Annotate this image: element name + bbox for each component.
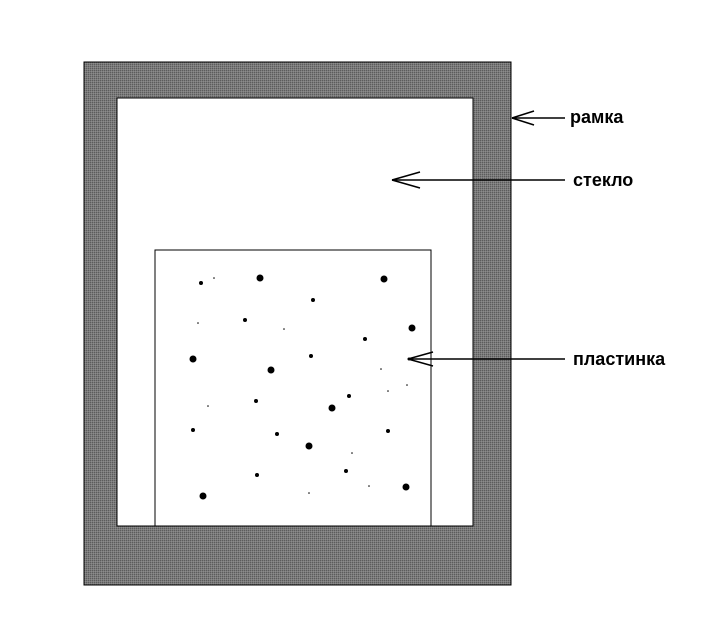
plate-dot <box>380 275 388 283</box>
plate-dot <box>311 298 315 302</box>
plate-dot <box>207 405 209 407</box>
plate-dot <box>267 366 275 374</box>
plate-dot <box>344 469 348 473</box>
plate-dot <box>363 337 367 341</box>
plate <box>154 249 432 527</box>
plate-dot <box>256 274 264 282</box>
plate-dot <box>386 429 390 433</box>
plate-dot <box>305 442 313 450</box>
plate-dot <box>408 324 416 332</box>
plate-dot <box>406 384 408 386</box>
plate-dot <box>213 277 215 279</box>
frame-label: рамка <box>570 107 624 127</box>
plate-dot <box>243 318 247 322</box>
plate-dot <box>191 428 195 432</box>
plate-dot <box>255 473 259 477</box>
plate-dot <box>197 322 199 324</box>
plate-dot <box>402 483 410 491</box>
plate-dot <box>387 390 389 392</box>
plate-dot <box>199 492 207 500</box>
plate-dot <box>351 452 353 454</box>
glass-arrow <box>391 171 565 189</box>
plate-dot <box>275 432 279 436</box>
plate-dot <box>199 281 203 285</box>
plate-dot <box>283 328 285 330</box>
plate-dot <box>380 368 382 370</box>
plate-dot <box>368 485 370 487</box>
plate-label: пластинка <box>573 349 666 369</box>
plate-dot <box>308 492 310 494</box>
plate-dot <box>189 355 197 363</box>
plate-dot <box>347 394 351 398</box>
plate-arrow <box>407 351 565 367</box>
plate-dot <box>328 404 336 412</box>
frame-arrow <box>511 110 565 126</box>
plate-dots <box>189 274 416 500</box>
plate-dot <box>254 399 258 403</box>
glass-label: стекло <box>573 170 633 190</box>
plate-dot <box>309 354 313 358</box>
